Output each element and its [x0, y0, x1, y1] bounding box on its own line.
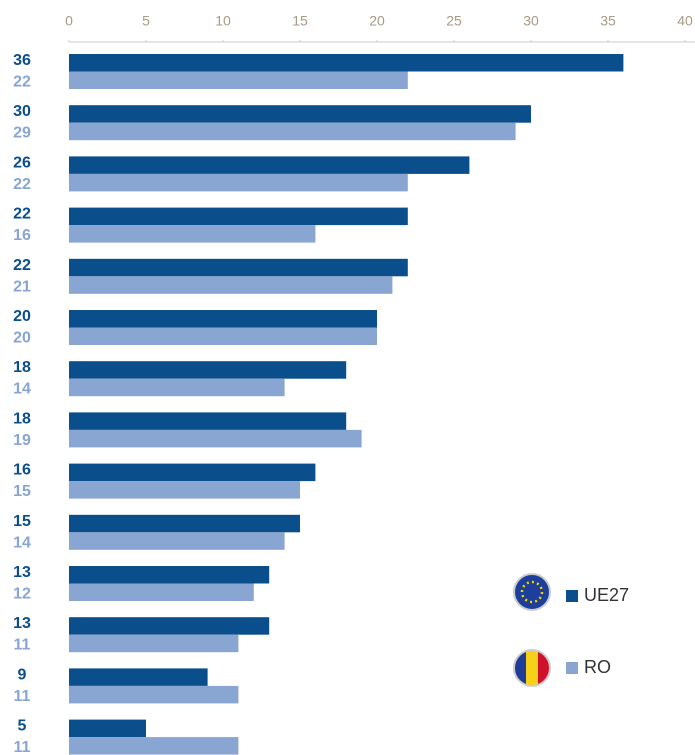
value-label: 19 — [13, 432, 31, 449]
bar — [69, 378, 285, 397]
bar — [69, 429, 362, 448]
value-label: 14 — [13, 381, 31, 398]
bar — [69, 481, 300, 499]
legend-label: RO — [584, 657, 611, 677]
x-tick-label: 15 — [292, 13, 308, 29]
x-tick-label: 40 — [677, 13, 693, 29]
bar — [69, 207, 408, 226]
legend-label: UE27 — [584, 585, 629, 605]
bar — [69, 617, 270, 635]
bar — [69, 668, 208, 686]
bar — [69, 737, 239, 755]
x-tick-label: 25 — [446, 13, 462, 29]
bar — [69, 412, 347, 430]
value-label: 29 — [13, 125, 31, 142]
bar — [69, 719, 146, 738]
value-label: 13 — [13, 564, 31, 581]
bar — [69, 105, 531, 123]
value-label: 15 — [13, 483, 31, 500]
bar — [69, 514, 300, 533]
value-label: 15 — [13, 513, 31, 530]
bar — [69, 361, 347, 379]
value-label: 13 — [13, 615, 31, 632]
value-label: 11 — [14, 739, 31, 755]
value-label: 22 — [13, 257, 31, 274]
bar — [69, 71, 408, 89]
bar — [69, 225, 316, 243]
value-label: 16 — [13, 227, 31, 244]
bar — [69, 685, 239, 704]
bar — [69, 173, 408, 192]
x-tick-label: 5 — [142, 13, 150, 29]
bar — [69, 327, 377, 345]
bar — [69, 463, 316, 482]
x-tick-label: 20 — [369, 13, 385, 29]
bar — [69, 156, 470, 174]
value-label: 26 — [13, 154, 31, 171]
legend-swatch — [566, 662, 578, 674]
bar — [69, 54, 624, 72]
value-label: 16 — [13, 462, 31, 479]
x-tick-label: 10 — [215, 13, 231, 29]
value-label: 20 — [13, 329, 31, 346]
value-label: 12 — [13, 585, 31, 602]
value-label: 5 — [18, 718, 27, 735]
value-label: 9 — [18, 666, 27, 683]
x-tick-label: 30 — [523, 13, 539, 29]
ro-flag-icon — [513, 649, 551, 687]
bar — [69, 532, 285, 550]
x-tick-label: 35 — [600, 13, 616, 29]
value-label: 18 — [13, 359, 31, 376]
eu-flag-icon — [513, 573, 551, 611]
value-label: 22 — [13, 176, 31, 193]
value-label: 11 — [14, 688, 31, 705]
value-label: 22 — [13, 73, 31, 90]
value-label: 21 — [13, 278, 31, 295]
bar — [69, 566, 270, 584]
bar — [69, 634, 239, 653]
bar — [69, 122, 516, 141]
value-label: 11 — [14, 637, 31, 654]
bar — [69, 258, 408, 277]
value-label: 14 — [13, 534, 31, 551]
value-label: 30 — [13, 103, 31, 120]
legend-swatch — [566, 590, 578, 602]
value-label: 18 — [13, 410, 31, 427]
value-label: 20 — [13, 308, 31, 325]
value-label: 22 — [13, 206, 31, 223]
value-label: 36 — [13, 52, 31, 69]
bar — [69, 583, 254, 601]
x-tick-label: 0 — [65, 13, 73, 29]
bar — [69, 276, 393, 294]
bar — [69, 310, 377, 328]
